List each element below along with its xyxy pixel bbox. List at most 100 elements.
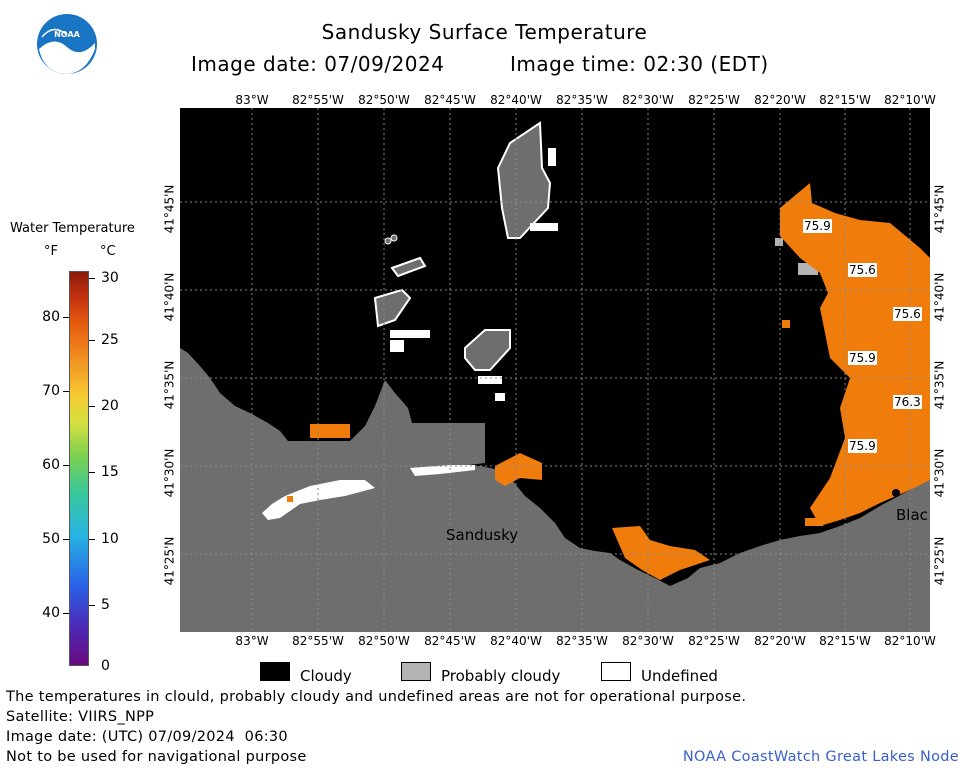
lon-label: 82°10'W	[884, 634, 936, 648]
tick-mark	[63, 317, 69, 318]
unit-f: °F	[44, 244, 58, 259]
warm-water-area	[782, 320, 790, 328]
lon-label: 82°15'W	[819, 634, 871, 648]
unit-c: °C	[100, 244, 116, 259]
lat-label: 41°40'N	[162, 272, 177, 322]
legend-label-undefined: Undefined	[641, 667, 718, 685]
lat-label: 41°45'N	[162, 184, 177, 234]
lon-label: 82°10'W	[884, 93, 936, 107]
utc-date-text: Image date: (UTC) 07/09/2024 06:30	[6, 729, 288, 745]
c-tick: 20	[101, 398, 119, 414]
city-label: Sandusky	[446, 526, 519, 544]
temp-label: 75.9	[803, 219, 832, 233]
tick-mark	[63, 539, 69, 540]
lon-label: 82°20'W	[754, 93, 806, 107]
place-label: Blac	[896, 506, 928, 524]
island	[384, 237, 392, 245]
island	[390, 256, 427, 278]
tick-mark	[89, 406, 95, 407]
undefined-area	[495, 393, 505, 401]
lon-label: 82°35'W	[556, 634, 608, 648]
lon-label: 82°55'W	[292, 93, 344, 107]
legend-label-cloudy: Cloudy	[300, 667, 352, 685]
disclaimer-text: The temperatures in clould, probably clo…	[6, 689, 747, 705]
image-date: Image date: 07/09/2024	[191, 52, 445, 76]
lat-label: 41°25'N	[932, 536, 947, 586]
tick-mark	[63, 465, 69, 466]
lon-label: 82°30'W	[622, 634, 674, 648]
c-tick: 0	[101, 658, 110, 674]
graticule	[180, 108, 930, 632]
lon-label: 82°40'W	[490, 93, 542, 107]
lon-label: 82°35'W	[556, 93, 608, 107]
c-tick: 30	[101, 270, 119, 286]
colorbar-title: Water Temperature	[10, 221, 135, 236]
undefined-area	[390, 340, 404, 352]
city-marker	[892, 489, 900, 497]
c-tick: 25	[101, 332, 119, 348]
lon-label: 82°45'W	[424, 93, 476, 107]
lat-label: 41°45'N	[932, 184, 947, 234]
lon-label: 82°25'W	[688, 634, 740, 648]
f-tick: 80	[42, 309, 60, 325]
nav-warning-text: Not to be used for navigational purpose	[6, 749, 307, 765]
warm-water-area	[495, 453, 542, 486]
legend-swatch-cloudy	[260, 662, 290, 681]
lat-label: 41°35'N	[932, 360, 947, 410]
logo-text: NOAA	[54, 30, 80, 39]
land-area	[180, 348, 930, 632]
credit-text: NOAA CoastWatch Great Lakes Node	[682, 749, 959, 765]
lon-label: 82°55'W	[292, 634, 344, 648]
c-tick: 10	[101, 531, 119, 547]
warm-water-area	[287, 496, 293, 502]
lon-label: 83°W	[235, 93, 269, 107]
undefined-area	[548, 148, 556, 166]
tick-mark	[63, 391, 69, 392]
island	[496, 121, 552, 239]
lon-label: 82°50'W	[358, 634, 410, 648]
temp-label: 75.9	[848, 351, 877, 365]
surface-temperature-map	[180, 108, 930, 632]
f-tick: 70	[42, 383, 60, 399]
tick-mark	[89, 340, 95, 341]
island	[390, 234, 398, 242]
temp-label: 75.6	[848, 263, 877, 277]
lon-label: 82°50'W	[358, 93, 410, 107]
tick-mark	[89, 472, 95, 473]
legend-swatch-undefined	[601, 662, 631, 681]
undefined-area	[478, 376, 502, 384]
lon-label: 82°40'W	[490, 634, 542, 648]
c-tick: 15	[101, 464, 119, 480]
lat-label: 41°30'N	[932, 448, 947, 498]
lon-label: 82°15'W	[819, 93, 871, 107]
temp-label: 75.9	[848, 439, 877, 453]
noaa-logo-icon: NOAA	[37, 14, 97, 74]
lat-label: 41°25'N	[162, 536, 177, 586]
lat-label: 41°30'N	[162, 448, 177, 498]
island	[464, 329, 511, 371]
f-tick: 60	[42, 457, 60, 473]
tick-mark	[89, 605, 95, 606]
tick-mark	[89, 539, 95, 540]
legend-label-probably-cloudy: Probably cloudy	[441, 667, 561, 685]
temp-label: 75.6	[893, 307, 922, 321]
lon-label: 83°W	[235, 634, 269, 648]
temp-label: 76.3	[893, 395, 922, 409]
satellite-text: Satellite: VIIRS_NPP	[6, 709, 155, 725]
lon-label: 82°45'W	[424, 634, 476, 648]
f-tick: 40	[42, 605, 60, 621]
c-tick: 5	[101, 597, 110, 613]
lon-label: 82°30'W	[622, 93, 674, 107]
colorbar	[69, 271, 89, 666]
image-time: Image time: 02:30 (EDT)	[510, 52, 769, 76]
lat-label: 41°40'N	[932, 272, 947, 322]
undefined-area	[390, 330, 430, 338]
tick-mark	[63, 613, 69, 614]
legend-swatch-probably-cloudy	[401, 662, 431, 681]
page-title: Sandusky Surface Temperature	[321, 20, 648, 44]
probably-cloudy-area	[775, 238, 783, 246]
warm-water-area	[805, 518, 823, 526]
f-tick: 50	[42, 531, 60, 547]
warm-water-area	[310, 424, 350, 438]
lon-label: 82°20'W	[754, 634, 806, 648]
